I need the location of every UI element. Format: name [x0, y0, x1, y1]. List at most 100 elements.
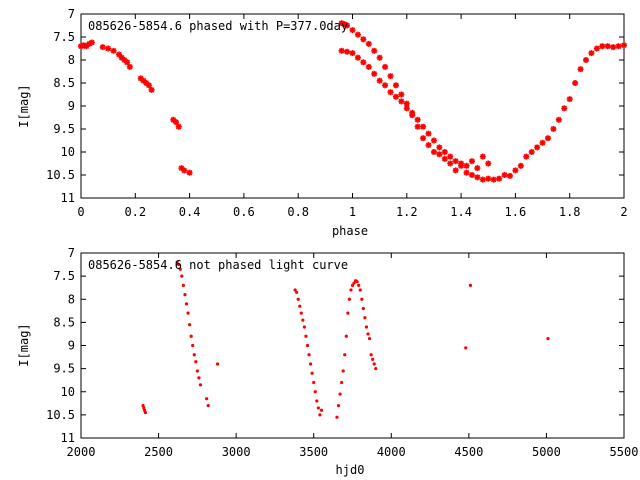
y-tick-label: 7 [68, 246, 75, 260]
y-tick-label: 9.5 [53, 122, 75, 136]
x-tick-label: 4500 [454, 445, 483, 459]
data-point [181, 167, 188, 174]
data-point [186, 311, 190, 315]
data-point [534, 144, 541, 151]
y-tick-label: 10.5 [46, 168, 75, 182]
data-point [344, 48, 351, 55]
data-point [194, 360, 198, 364]
x-tick-label: 2500 [144, 445, 173, 459]
data-point [180, 274, 184, 278]
data-point [293, 288, 297, 292]
data-point [430, 137, 437, 144]
data-point [360, 59, 367, 66]
data-point [184, 302, 189, 306]
data-point [610, 44, 617, 51]
data-point [452, 167, 459, 174]
x-tick-label: 0.8 [287, 205, 309, 219]
x-tick-label: 0.6 [233, 205, 255, 219]
data-points [78, 20, 627, 183]
data-point [485, 175, 492, 182]
data-point [336, 404, 341, 408]
data-point [555, 116, 562, 123]
data-point [338, 47, 345, 54]
data-point [550, 126, 557, 132]
data-point [468, 158, 475, 165]
data-point [148, 86, 155, 93]
data-point [464, 346, 468, 350]
data-point [398, 91, 405, 98]
data-point [307, 353, 311, 357]
data-point [372, 362, 376, 366]
data-point [366, 332, 370, 336]
data-point [105, 45, 112, 52]
data-point [354, 54, 361, 61]
x-axis-label: phase [332, 224, 368, 238]
data-point [358, 288, 362, 292]
data-point [310, 371, 314, 375]
data-point [452, 158, 459, 165]
data-point [376, 54, 383, 61]
y-axis-label: I[mag] [17, 84, 31, 127]
data-point [197, 376, 201, 380]
data-point [599, 43, 606, 50]
y-tick-label: 8.5 [53, 315, 75, 329]
x-tick-label: 1.2 [396, 205, 418, 219]
data-point [474, 165, 481, 172]
data-point [506, 172, 513, 179]
data-point [365, 40, 372, 47]
data-point [387, 89, 394, 96]
data-point [340, 380, 344, 385]
data-point [206, 404, 210, 408]
x-tick-label: 3500 [299, 445, 328, 459]
data-point [189, 334, 193, 338]
x-tick-label: 5500 [610, 445, 639, 459]
data-point [523, 153, 530, 160]
y-tick-label: 7.5 [53, 269, 75, 283]
data-point [318, 413, 322, 417]
data-point [621, 42, 627, 49]
data-point [205, 397, 209, 401]
data-point [517, 162, 524, 169]
data-point [143, 410, 147, 415]
data-point [468, 283, 473, 287]
data-point [349, 27, 356, 34]
plot-frame [80, 13, 625, 199]
data-point [392, 93, 399, 100]
data-point [341, 369, 345, 373]
data-point [436, 151, 443, 158]
data-point [363, 316, 367, 320]
data-point [319, 408, 324, 412]
data-point [192, 353, 196, 357]
data-point [357, 283, 361, 287]
data-point [296, 297, 300, 301]
data-point [371, 47, 378, 54]
data-point [349, 288, 353, 292]
data-point [539, 139, 546, 146]
data-point [382, 63, 389, 70]
data-point [316, 406, 320, 410]
y-tick-label: 9 [68, 99, 75, 113]
data-point [360, 36, 367, 43]
y-tick-label: 7 [68, 7, 75, 21]
x-tick-label: 2000 [67, 445, 96, 459]
data-point [369, 353, 373, 357]
data-point [124, 59, 131, 66]
y-tick-label: 8 [68, 53, 75, 67]
data-point [371, 70, 378, 77]
data-point [447, 153, 454, 160]
data-point [593, 45, 600, 52]
data-point [376, 77, 383, 84]
y-tick-label: 7.5 [53, 30, 75, 44]
data-point [302, 325, 307, 329]
y-tick-label: 10.5 [46, 408, 75, 422]
data-point [546, 336, 550, 341]
data-point [338, 392, 342, 396]
data-point [604, 43, 611, 50]
data-point [354, 31, 361, 38]
data-point [485, 160, 492, 167]
data-point [615, 43, 622, 50]
data-point [544, 135, 551, 142]
data-point [304, 334, 308, 338]
y-tick-label: 9 [68, 339, 75, 353]
data-point [344, 334, 348, 338]
